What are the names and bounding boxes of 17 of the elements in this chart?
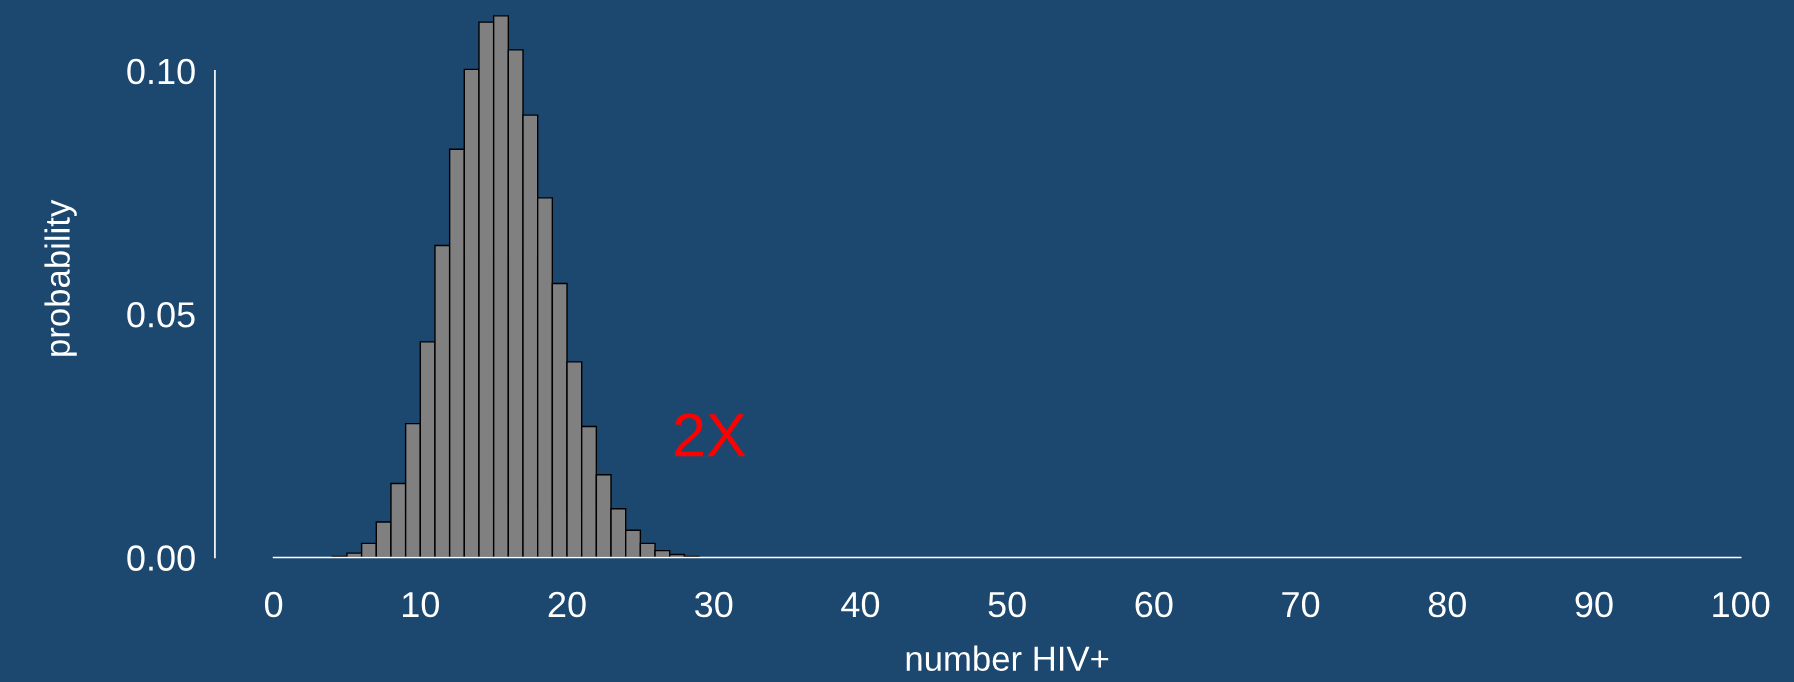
x-tick-label: 70 bbox=[1282, 591, 1320, 618]
y-tick-label: 0.00 bbox=[127, 545, 195, 571]
x-tick-label: 50 bbox=[988, 591, 1026, 618]
x-tick-label: 10 bbox=[402, 591, 439, 618]
x-tick-label: 30 bbox=[695, 591, 733, 618]
x-tick-label: 40 bbox=[841, 591, 880, 618]
x-tick-label: 90 bbox=[1575, 591, 1613, 618]
annotation: 2X bbox=[675, 413, 746, 457]
y-axis-title: probability bbox=[44, 199, 77, 356]
x-tick-label: 80 bbox=[1428, 591, 1466, 618]
y-tick-label: 0.05 bbox=[127, 302, 195, 328]
x-tick-label: 60 bbox=[1135, 591, 1173, 618]
x-axis-title: number HIV+ bbox=[906, 645, 1109, 672]
x-tick-label: 20 bbox=[548, 591, 586, 618]
x-tick-label: 0 bbox=[264, 591, 283, 618]
x-tick-label: 100 bbox=[1713, 591, 1770, 618]
y-tick-label: 0.10 bbox=[127, 58, 195, 85]
